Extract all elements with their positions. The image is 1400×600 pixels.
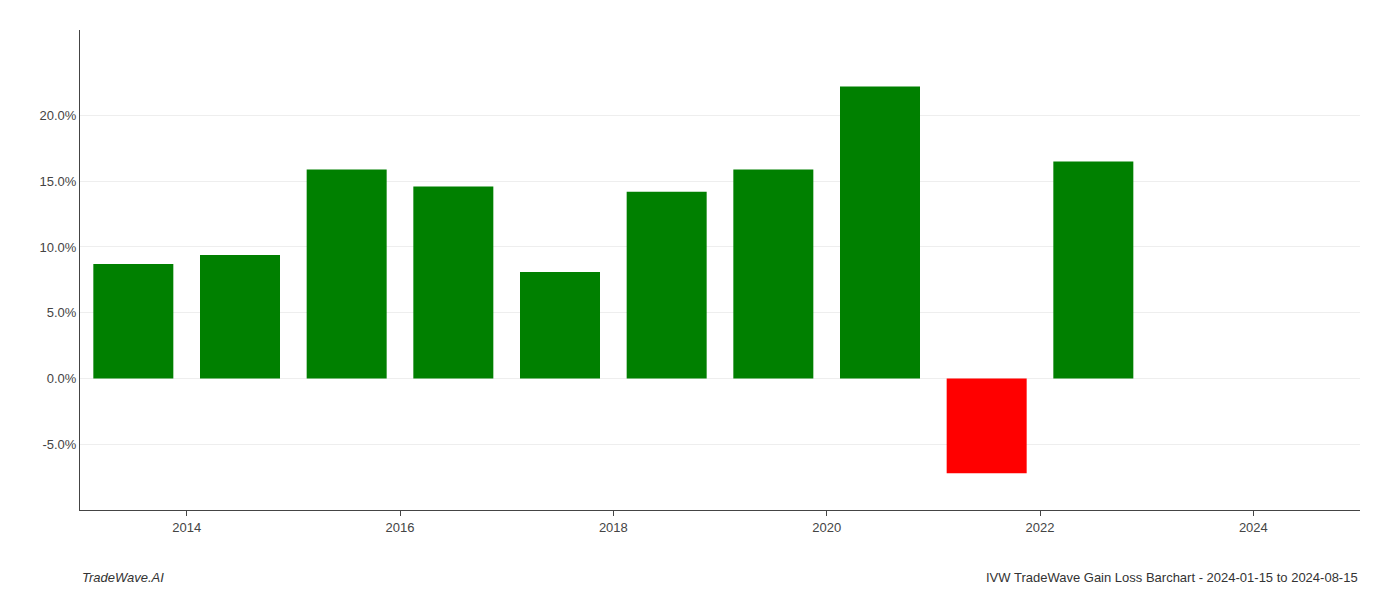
svg-text:0.0%: 0.0%	[47, 371, 77, 386]
svg-text:-5.0%: -5.0%	[42, 437, 76, 452]
svg-text:2018: 2018	[599, 520, 628, 535]
svg-text:2022: 2022	[1026, 520, 1055, 535]
svg-text:IVW TradeWave Gain Loss Barcha: IVW TradeWave Gain Loss Barchart - 2024-…	[986, 570, 1358, 585]
svg-text:TradeWave.AI: TradeWave.AI	[82, 570, 164, 585]
svg-text:10.0%: 10.0%	[40, 240, 77, 255]
svg-text:2014: 2014	[172, 520, 201, 535]
svg-text:2020: 2020	[812, 520, 841, 535]
svg-text:20.0%: 20.0%	[40, 108, 77, 123]
svg-text:5.0%: 5.0%	[47, 305, 77, 320]
svg-text:15.0%: 15.0%	[40, 174, 77, 189]
svg-text:2024: 2024	[1239, 520, 1268, 535]
svg-text:2016: 2016	[386, 520, 415, 535]
